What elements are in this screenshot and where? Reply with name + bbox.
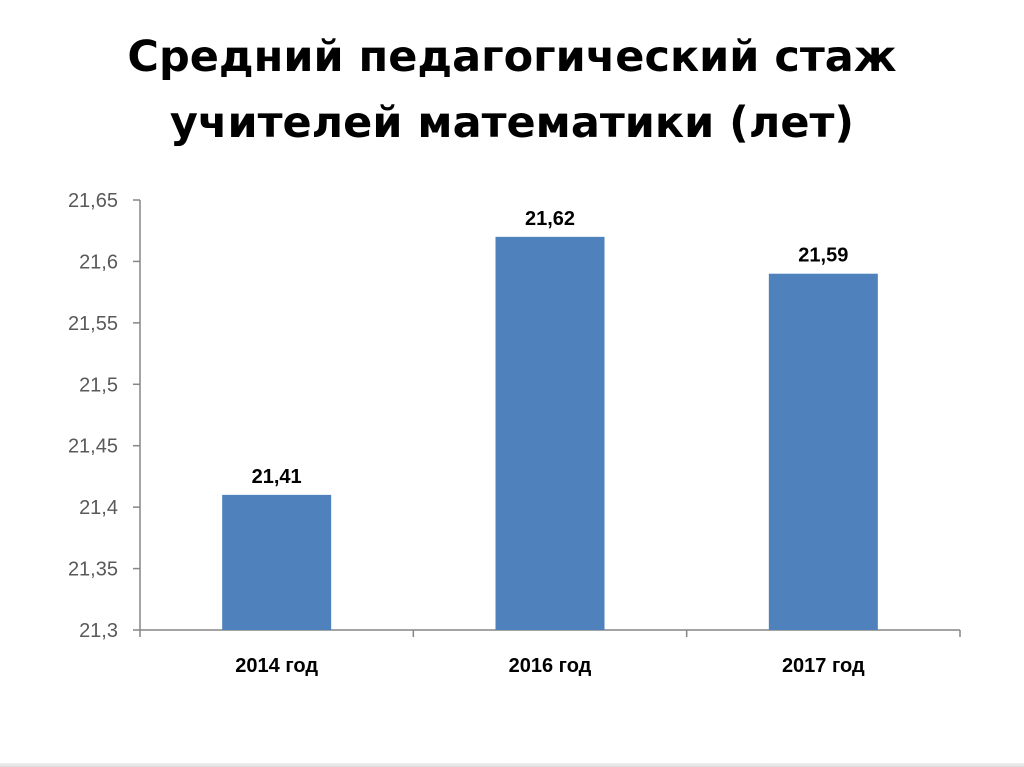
y-axis-ticks: 21,3 21,35 21,4 21,45 21,5 21,55 21,6 21,65 [68,190,140,642]
slide-title: Средний педагогический стаж учителей мат… [40,24,984,156]
bar-data-label: 21,41 [252,466,302,488]
y-tick-label: 21,5 [79,374,118,396]
bar [495,236,605,630]
data-labels-group: 21,41 21,62 21,59 [252,208,849,488]
y-tick-label: 21,3 [79,620,118,642]
y-tick-label: 21,65 [68,190,118,212]
slide-title-line-2: учителей математики (лет) [169,98,855,148]
slide-title-line-1: Средний педагогический стаж [127,32,897,82]
x-category-label: 2014 год [235,655,318,677]
bar-data-label: 21,59 [798,245,848,267]
x-axis-ticks [139,630,961,637]
y-tick-label: 21,4 [79,497,118,519]
bar [768,273,878,630]
y-tick-label: 21,55 [68,313,118,335]
category-labels-group: 2014 год 2016 год 2017 год [235,655,865,677]
x-category-label: 2017 год [782,655,865,677]
slide-bottom-edge [0,763,1024,767]
bar [222,494,332,630]
y-tick-label: 21,45 [68,436,118,458]
x-category-label: 2016 год [509,655,592,677]
y-tick-label: 21,6 [79,251,118,273]
bar-data-label: 21,62 [525,208,575,230]
y-tick-label: 21,35 [68,559,118,581]
bars-group [222,236,878,630]
